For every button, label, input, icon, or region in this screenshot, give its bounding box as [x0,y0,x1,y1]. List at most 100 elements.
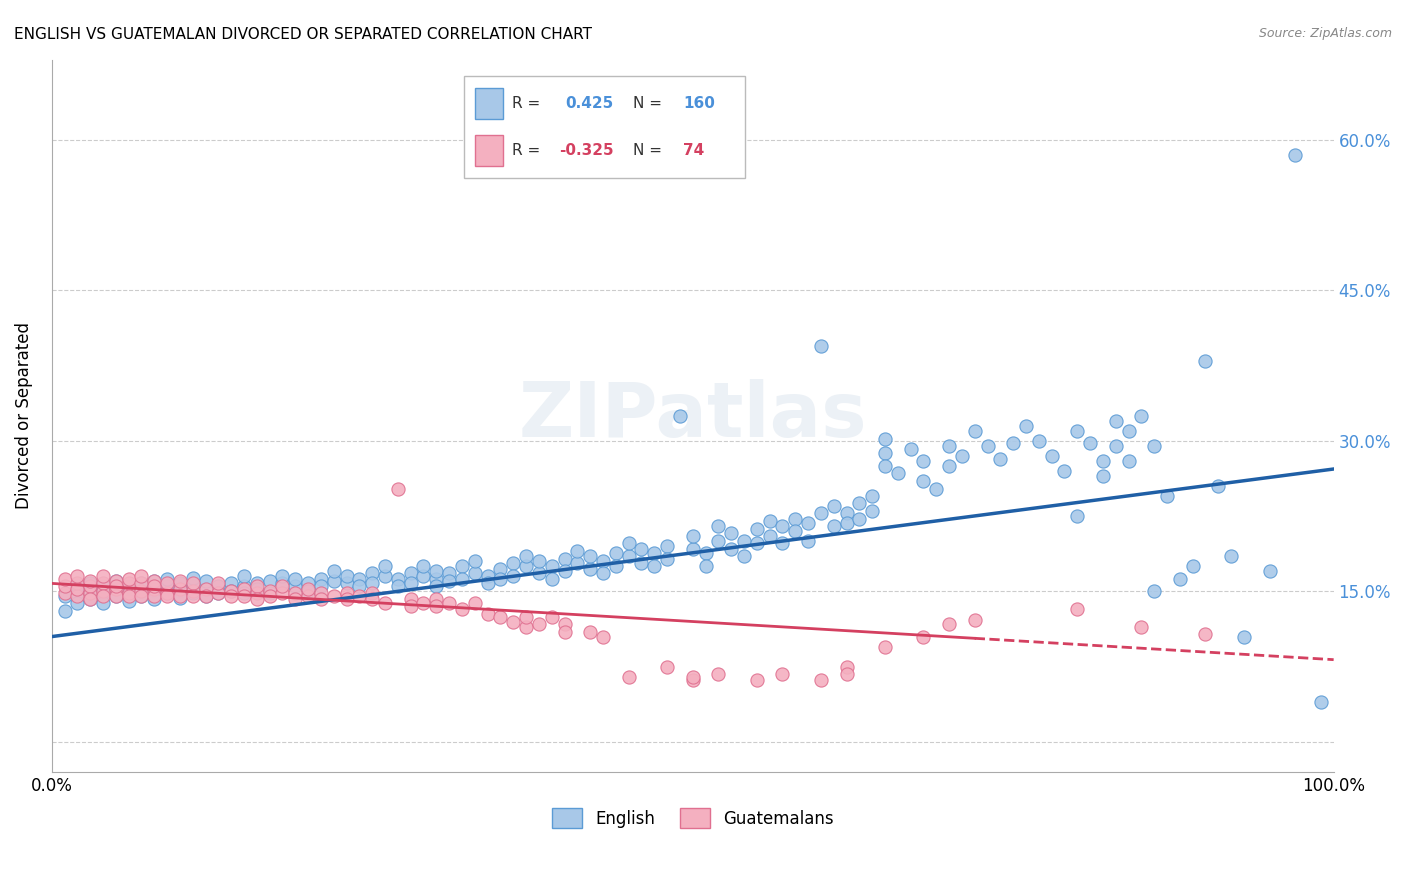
English [451,559,474,574]
Guatemalans [309,586,332,600]
English [1078,436,1101,450]
English [309,573,332,587]
Guatemalans [131,576,153,591]
Guatemalans [336,592,359,607]
English [207,579,229,593]
English [322,574,344,589]
Guatemalans [79,592,101,607]
Text: N =: N = [633,96,662,111]
Guatemalans [770,666,793,681]
English [823,499,845,513]
Guatemalans [66,582,89,597]
Guatemalans [297,590,319,604]
English [643,546,665,560]
Guatemalans [118,590,141,604]
English [1168,573,1191,587]
Guatemalans [477,607,499,621]
English [181,579,204,593]
English [823,519,845,533]
Guatemalans [745,673,768,687]
Guatemalans [553,616,575,631]
English [79,576,101,591]
Guatemalans [259,590,281,604]
Guatemalans [810,673,832,687]
English [361,576,384,591]
English [617,549,640,564]
English [361,566,384,581]
English [553,552,575,566]
Guatemalans [169,574,191,589]
English [336,569,359,583]
English [567,544,589,558]
Guatemalans [66,569,89,583]
English [1284,148,1306,162]
English [912,454,935,468]
English [630,557,652,571]
Guatemalans [682,673,704,687]
Guatemalans [131,569,153,583]
English [1066,509,1088,524]
English [1028,434,1050,448]
English [1143,439,1166,453]
Guatemalans [169,590,191,604]
Guatemalans [207,586,229,600]
English [131,590,153,604]
English [91,579,114,593]
English [515,549,537,564]
Guatemalans [91,576,114,591]
English [489,562,512,576]
English [669,409,692,423]
Guatemalans [143,590,166,604]
English [259,586,281,600]
English [79,592,101,607]
Guatemalans [271,586,294,600]
Guatemalans [284,592,307,607]
English [810,506,832,520]
English [733,549,755,564]
Text: ENGLISH VS GUATEMALAN DIVORCED OR SEPARATED CORRELATION CHART: ENGLISH VS GUATEMALAN DIVORCED OR SEPARA… [14,27,592,42]
English [169,591,191,606]
English [246,582,269,597]
English [1194,353,1216,368]
Guatemalans [91,584,114,599]
English [502,569,524,583]
Guatemalans [53,573,76,587]
English [156,573,179,587]
English [284,573,307,587]
English [425,565,447,579]
English [785,524,807,539]
Guatemalans [835,666,858,681]
English [745,522,768,536]
English [797,516,820,531]
Guatemalans [156,590,179,604]
Guatemalans [437,597,460,611]
English [695,559,717,574]
English [682,529,704,543]
Text: N =: N = [633,144,662,158]
Guatemalans [425,599,447,614]
English [540,559,562,574]
English [91,586,114,600]
English [963,424,986,438]
English [477,576,499,591]
English [527,566,550,581]
Guatemalans [412,597,434,611]
English [207,586,229,600]
English [233,569,256,583]
English [925,482,948,496]
Guatemalans [1066,602,1088,616]
English [194,574,217,589]
Guatemalans [79,586,101,600]
Guatemalans [489,609,512,624]
English [1040,449,1063,463]
English [271,576,294,591]
English [451,573,474,587]
Guatemalans [361,586,384,600]
English [297,584,319,599]
Guatemalans [246,592,269,607]
English [810,338,832,352]
English [477,569,499,583]
English [412,569,434,583]
Guatemalans [104,574,127,589]
Guatemalans [207,576,229,591]
